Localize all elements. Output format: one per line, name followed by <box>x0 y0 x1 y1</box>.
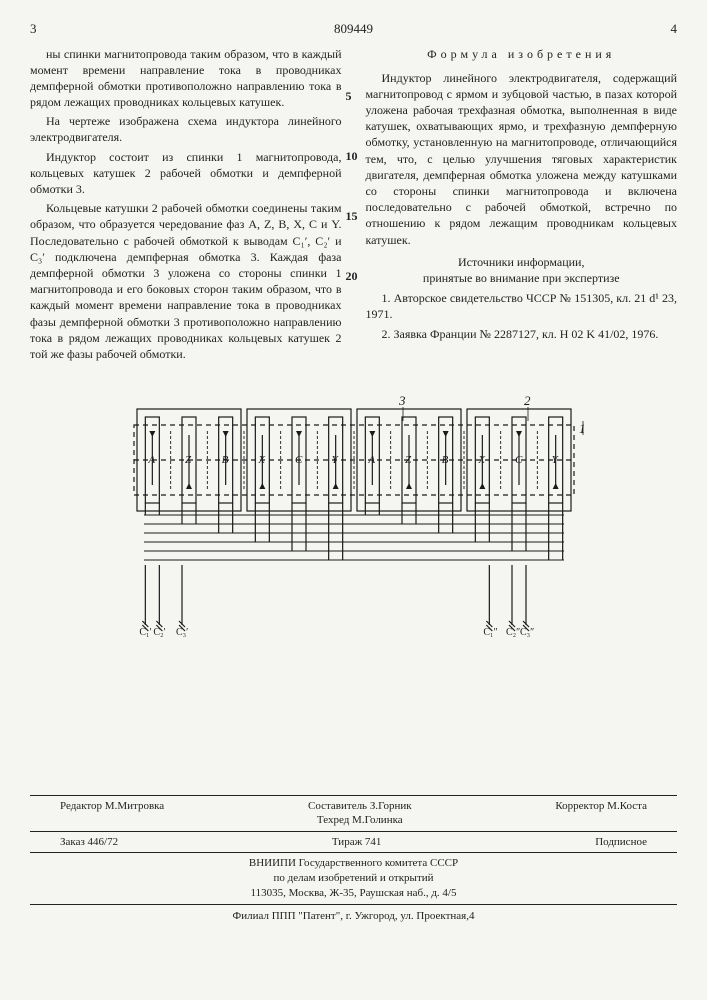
svg-text:B: B <box>441 454 448 466</box>
svg-text:Y: Y <box>331 454 339 466</box>
order-num: Заказ 446/72 <box>60 835 118 849</box>
svg-text:3: 3 <box>398 393 406 408</box>
page-num-right: 4 <box>671 20 678 38</box>
footer-branch: Филиал ППП "Патент", г. Ужгород, ул. Про… <box>30 905 677 928</box>
paragraph: 2. Заявка Франции № 2287127, кл. H 02 K … <box>366 326 678 342</box>
footer-address: ВНИИПИ Государственного комитета СССР по… <box>30 853 677 905</box>
paragraph: Кольцевые катушки 2 рабочей обмотки соед… <box>30 200 342 362</box>
left-column: ны спинки магнитопровода таким образом, … <box>30 46 342 366</box>
tirazh: Тираж 741 <box>332 835 382 849</box>
svg-text:2: 2 <box>524 393 531 408</box>
circuit-diagram: AZBXCYAZBXCY123C₁′C₂′C₃′C₁″C₂″C₃″ <box>30 385 677 655</box>
footer-order: Заказ 446/72 Тираж 741 Подписное <box>30 832 677 853</box>
svg-text:1: 1 <box>579 421 586 436</box>
compiler: Составитель З.Горник Техред М.Голинка <box>308 799 412 828</box>
svg-text:X: X <box>477 454 486 466</box>
svg-text:B: B <box>221 454 228 466</box>
svg-text:Z: Z <box>405 454 412 466</box>
right-column: Формула изобретения Индуктор линейного э… <box>366 46 678 366</box>
paragraph: ны спинки магнитопровода таким образом, … <box>30 46 342 111</box>
svg-text:C: C <box>515 454 523 466</box>
paragraph: На чертеже изображена схема индуктора ли… <box>30 113 342 145</box>
doc-number: 809449 <box>37 20 671 38</box>
svg-text:X: X <box>257 454 266 466</box>
footer-credits: Редактор М.Митровка Составитель З.Горник… <box>30 795 677 832</box>
editor: Редактор М.Митровка <box>60 799 164 828</box>
paragraph: Индуктор состоит из спинки 1 магнитопров… <box>30 149 342 198</box>
svg-text:Z: Z <box>185 454 192 466</box>
formula-title: Формула изобретения <box>366 46 678 62</box>
sources-title: Источники информации, принятые во вниман… <box>366 254 678 286</box>
podpisnoe: Подписное <box>595 835 647 849</box>
svg-text:A: A <box>367 454 375 466</box>
svg-text:C: C <box>295 454 303 466</box>
paragraph: 1. Авторское свидетельство ЧССР № 151305… <box>366 290 678 322</box>
paragraph: Индуктор линейного электродвигателя, сод… <box>366 70 678 248</box>
corrector: Корректор М.Коста <box>555 799 647 828</box>
line-markers: 5 10 15 20 <box>346 76 358 285</box>
svg-text:A: A <box>147 454 155 466</box>
